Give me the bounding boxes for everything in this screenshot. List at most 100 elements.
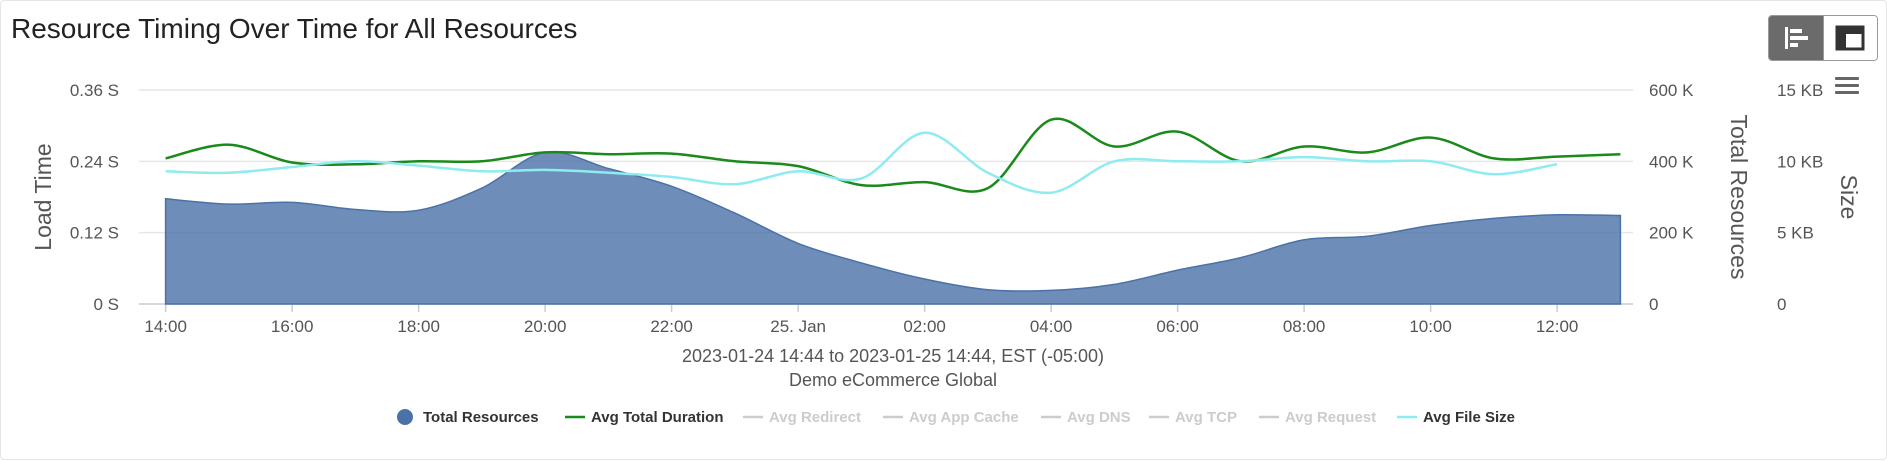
data-point-avg-total-duration [1301, 143, 1307, 149]
legend-label: Avg Request [1285, 409, 1376, 426]
data-point-avg-file-size [985, 170, 991, 176]
data-point-avg-file-size [605, 170, 611, 176]
data-point-avg-total-duration [1364, 149, 1370, 155]
data-point-total-resources [226, 201, 232, 207]
data-point-avg-file-size [1364, 158, 1370, 164]
x-tick-label: 18:00 [397, 317, 440, 336]
legend-item-avg-tcp[interactable]: Avg TCP [1149, 409, 1237, 426]
chart-subtitle-line: 2023-01-24 14:44 to 2023-01-25 14:44, ES… [682, 346, 1104, 366]
x-tick-label: 22:00 [650, 317, 693, 336]
data-point-avg-total-duration [1238, 158, 1244, 164]
legend-item-avg-file-size[interactable]: Avg File Size [1397, 409, 1515, 426]
data-point-avg-file-size [1491, 171, 1497, 177]
data-point-avg-total-duration [732, 158, 738, 164]
x-tick-label: 06:00 [1156, 317, 1199, 336]
data-point-total-resources [1491, 215, 1497, 221]
data-point-total-resources [922, 276, 928, 282]
y-tick-label-total-resources: 600 K [1649, 81, 1694, 100]
data-point-total-resources [1048, 287, 1054, 293]
data-point-avg-file-size [1111, 158, 1117, 164]
x-tick-label: 02:00 [903, 317, 946, 336]
y-axis-title-total-resources: Total Resources [1726, 115, 1752, 280]
data-point-total-resources [1364, 233, 1370, 239]
y-tick-label-total-resources: 400 K [1649, 152, 1694, 171]
data-point-avg-total-duration [1175, 129, 1181, 135]
data-point-total-resources [1238, 255, 1244, 261]
data-point-total-resources [732, 210, 738, 216]
series-line-avg-total-duration [165, 117, 1621, 193]
view-toggle [1768, 15, 1878, 61]
data-point-total-resources [605, 165, 611, 171]
data-point-avg-total-duration [985, 185, 991, 191]
data-point-avg-file-size [542, 167, 548, 173]
data-point-avg-total-duration [163, 155, 169, 161]
series-line-avg-file-size [165, 131, 1558, 195]
data-point-avg-file-size [732, 181, 738, 187]
legend-item-avg-app-cache[interactable]: Avg App Cache [883, 409, 1019, 426]
table-layout-icon [1835, 25, 1865, 51]
y-tick-label-size: 5 KB [1777, 224, 1814, 243]
data-point-total-resources [1175, 267, 1181, 273]
data-point-total-resources [289, 199, 295, 205]
data-point-total-resources [352, 206, 358, 212]
hamburger-menu-icon[interactable] [1835, 77, 1859, 97]
data-point-total-resources [1554, 212, 1560, 218]
data-point-total-resources [542, 149, 548, 155]
y-tick-label-total-resources: 0 [1649, 295, 1658, 314]
data-point-total-resources [1111, 281, 1117, 287]
series-area-total-resources [164, 151, 1622, 305]
legend-label: Avg DNS [1067, 409, 1131, 426]
data-point-avg-file-size [795, 168, 801, 174]
x-tick-label: 10:00 [1409, 317, 1452, 336]
data-point-total-resources [795, 240, 801, 246]
data-point-avg-file-size [1048, 190, 1054, 196]
data-point-avg-file-size [922, 130, 928, 136]
bar-chart-icon [1784, 27, 1808, 49]
data-point-avg-total-duration [795, 163, 801, 169]
legend-item-avg-total-duration[interactable]: Avg Total Duration [565, 409, 724, 426]
data-point-total-resources [1428, 223, 1434, 229]
legend-label: Avg Total Duration [591, 409, 724, 426]
legend-label: Avg App Cache [909, 409, 1019, 426]
data-point-avg-total-duration [1554, 154, 1560, 160]
legend-item-avg-request[interactable]: Avg Request [1259, 409, 1376, 426]
y-axis-title-load-time: Load Time [30, 143, 56, 250]
data-point-avg-file-size [858, 175, 864, 181]
legend-item-avg-dns[interactable]: Avg DNS [1041, 409, 1131, 426]
legend-item-avg-redirect[interactable]: Avg Redirect [743, 409, 861, 426]
chart-view-button[interactable] [1769, 16, 1823, 60]
data-point-avg-total-duration [416, 158, 422, 164]
x-tick-label: 04:00 [1030, 317, 1073, 336]
data-point-avg-total-duration [1491, 155, 1497, 161]
y-tick-label-size: 0 [1777, 295, 1786, 314]
x-tick-label: 20:00 [524, 317, 567, 336]
data-point-total-resources [669, 183, 675, 189]
data-point-avg-total-duration [479, 158, 485, 164]
x-tick-label: 16:00 [271, 317, 314, 336]
data-point-avg-file-size [226, 170, 232, 176]
data-point-avg-file-size [352, 158, 358, 164]
data-point-total-resources [479, 185, 485, 191]
data-point-avg-total-duration [352, 161, 358, 167]
data-point-avg-file-size [669, 174, 675, 180]
data-point-avg-total-duration [226, 142, 232, 148]
table-view-button[interactable] [1822, 16, 1877, 60]
data-point-total-resources [416, 207, 422, 213]
y-tick-label-load-time: 0.36 S [70, 81, 119, 100]
data-point-avg-total-duration [1111, 143, 1117, 149]
data-point-avg-file-size [163, 168, 169, 174]
x-tick-label: 25. Jan [770, 317, 826, 336]
legend-item-total-resources[interactable]: Total Resources [397, 409, 539, 426]
y-tick-label-load-time: 0.12 S [70, 224, 119, 243]
data-point-avg-total-duration [542, 149, 548, 155]
data-point-avg-file-size [479, 168, 485, 174]
data-point-avg-file-size [289, 164, 295, 170]
legend-label: Total Resources [423, 409, 539, 426]
data-point-total-resources [1617, 213, 1623, 219]
data-point-avg-total-duration [289, 160, 295, 166]
x-tick-label: 12:00 [1536, 317, 1579, 336]
y-tick-label-load-time: 0.24 S [70, 152, 119, 171]
data-point-total-resources [1301, 237, 1307, 243]
